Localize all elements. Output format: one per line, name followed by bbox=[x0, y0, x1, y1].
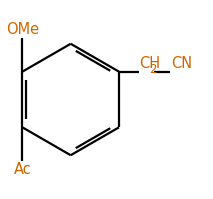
Text: OMe: OMe bbox=[6, 22, 39, 37]
Text: CN: CN bbox=[171, 56, 192, 71]
Text: CH: CH bbox=[139, 56, 160, 71]
Text: 2: 2 bbox=[149, 63, 157, 76]
Text: Ac: Ac bbox=[14, 162, 31, 177]
